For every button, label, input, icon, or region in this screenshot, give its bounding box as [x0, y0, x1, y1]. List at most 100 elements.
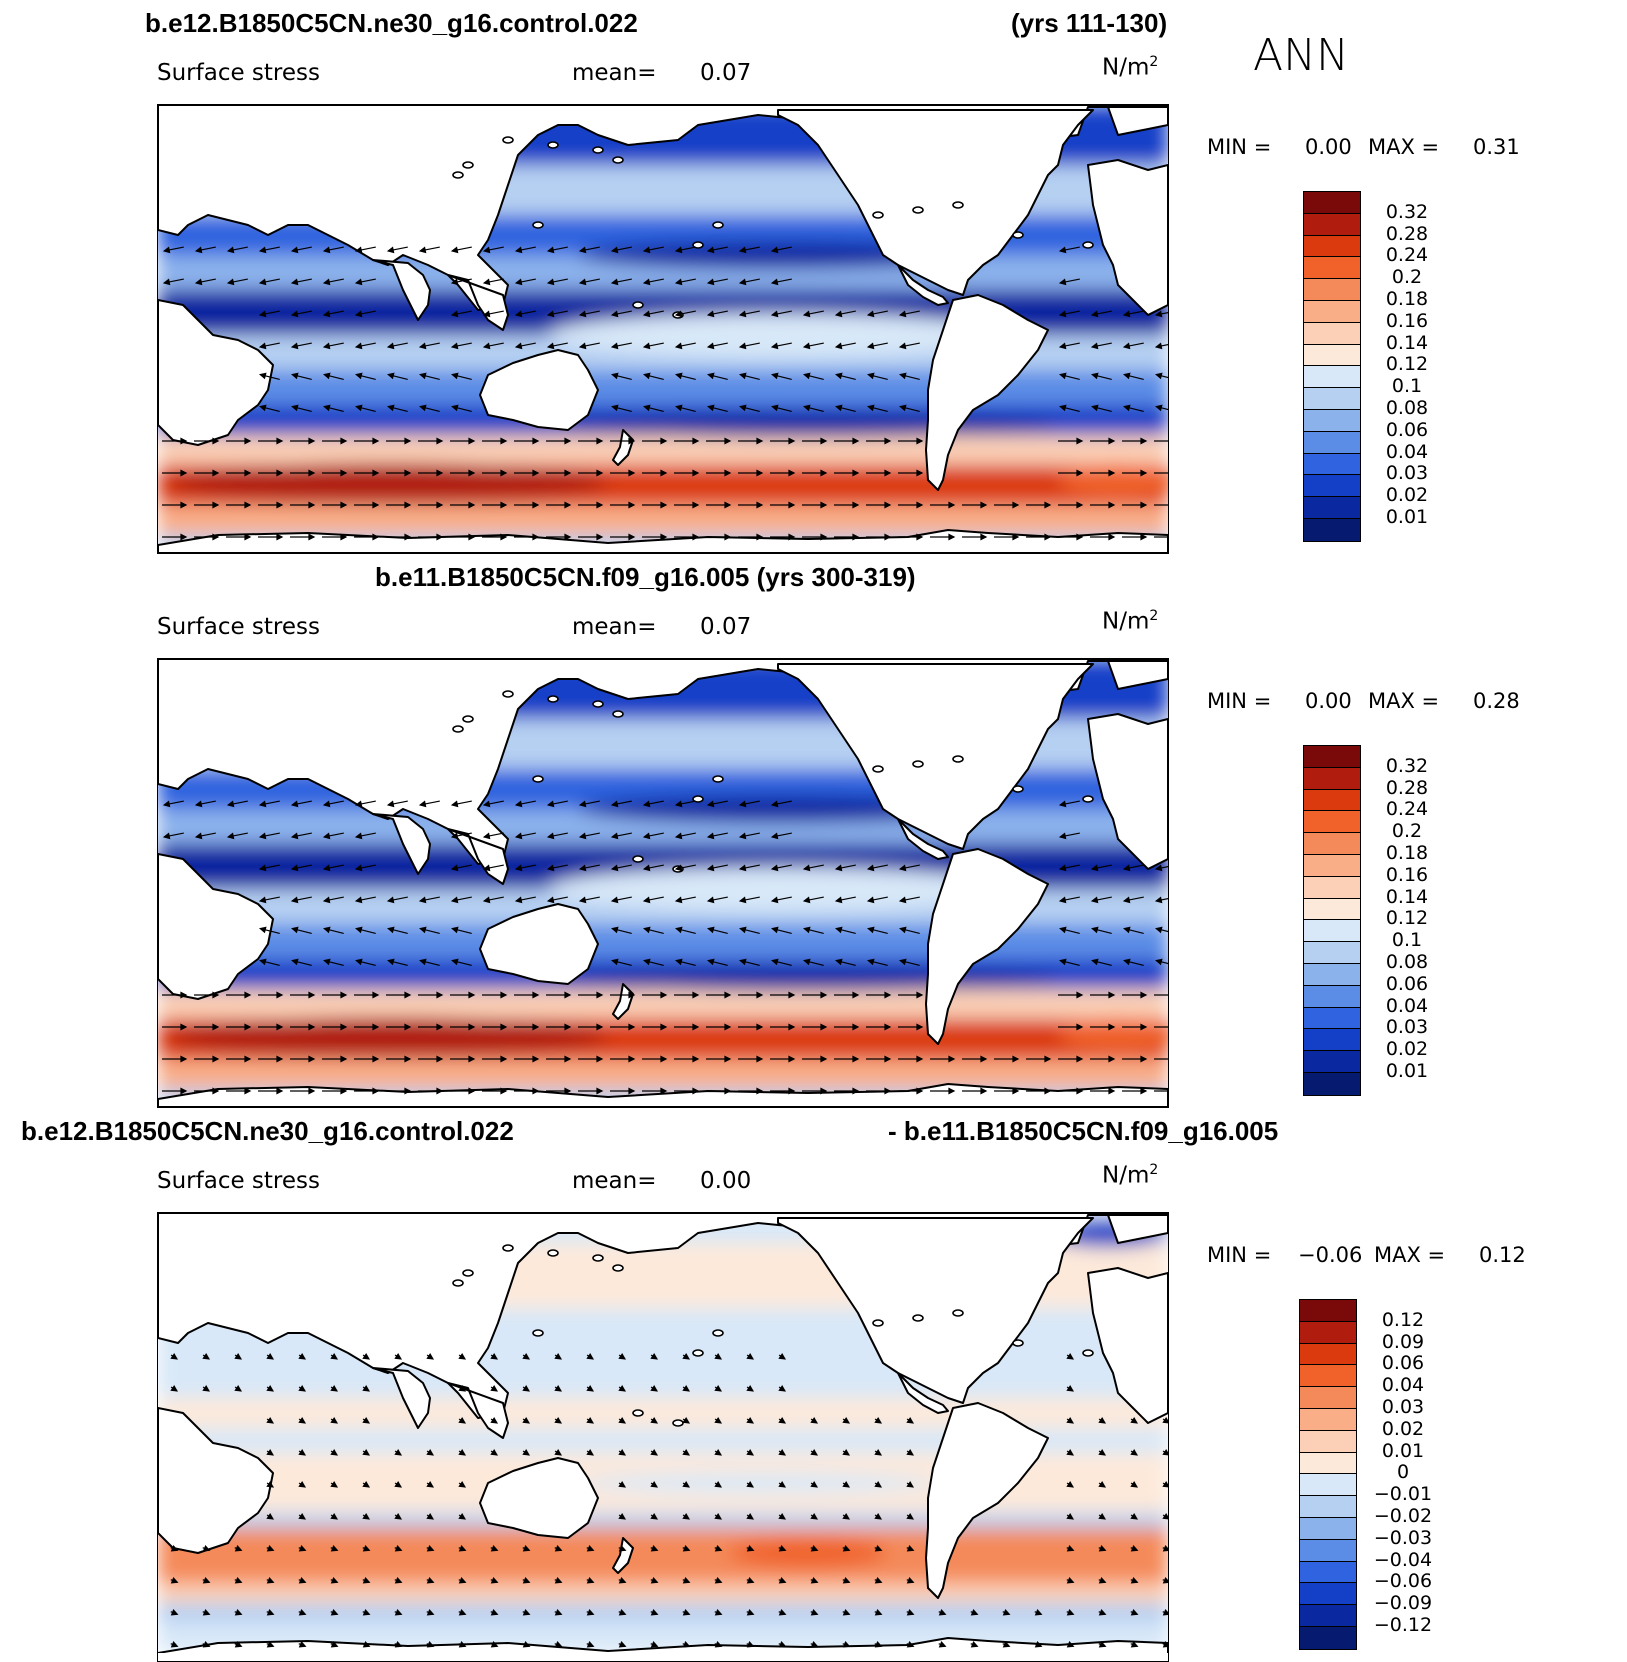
- wind-stress-arrowhead: [682, 1416, 691, 1424]
- wind-stress-arrowhead: [330, 1576, 339, 1584]
- colorbar-swatch: [1304, 453, 1360, 476]
- wind-stress-arrowhead: [244, 501, 252, 509]
- wind-stress-arrowhead: [756, 501, 764, 509]
- wind-stress-arrowhead: [202, 1352, 211, 1360]
- wind-stress-arrowhead: [322, 310, 331, 318]
- wind-stress-arrowhead: [362, 1384, 371, 1392]
- wind-stress-arrowhead: [490, 1608, 499, 1616]
- wind-stress-arrowhead: [1098, 1544, 1107, 1552]
- mean-value: 0.00: [700, 1168, 752, 1194]
- wind-stress-arrowhead: [610, 246, 619, 254]
- wind-stress-arrowhead: [842, 1608, 851, 1616]
- wind-stress-arrowhead: [834, 342, 843, 350]
- wind-stress-arrowhead: [618, 1608, 627, 1616]
- mean-label: mean=: [572, 60, 657, 86]
- wind-stress-arrowhead: [642, 958, 651, 966]
- landmass-greenlandEurope: [1107, 1214, 1168, 1244]
- wind-stress-arrowhead: [1122, 958, 1131, 966]
- mean-label: mean=: [572, 614, 657, 640]
- wind-stress-arrowhead: [578, 342, 587, 350]
- wind-stress-arrowhead: [276, 469, 284, 477]
- wind-stress-arrowhead: [162, 278, 171, 286]
- colorbar-label: −0.01: [1373, 1483, 1433, 1506]
- wind-stress-arrowhead: [340, 991, 348, 999]
- wind-stress-arrowhead: [1130, 1448, 1139, 1456]
- wind-stress-arrowhead: [362, 1608, 371, 1616]
- wind-stress-arrowhead: [746, 1384, 755, 1392]
- wind-stress-arrowhead: [938, 1640, 947, 1648]
- colorbar-swatch: [1300, 1365, 1356, 1388]
- wind-stress-arrowhead: [1044, 1055, 1052, 1063]
- wind-stress-arrowhead: [746, 1416, 755, 1424]
- landmass-seAsia: [447, 1382, 509, 1439]
- wind-stress-arrowhead: [354, 246, 363, 254]
- wind-stress-arrowhead: [1140, 1087, 1148, 1095]
- wind-stress-arrowhead: [1162, 1544, 1168, 1552]
- wind-stress-arrowhead: [450, 310, 459, 318]
- wind-stress-arrowhead: [276, 501, 284, 509]
- wind-stress-arrowhead: [706, 278, 715, 286]
- wind-stress-arrowhead: [618, 1352, 627, 1360]
- wind-stress-arrowhead: [290, 958, 299, 966]
- wind-stress-arrowhead: [802, 342, 811, 350]
- wind-stress-arrowhead: [778, 1384, 787, 1392]
- wind-stress-arrowhead: [458, 1544, 467, 1552]
- wind-stress-arrowhead: [322, 926, 331, 934]
- wind-stress-arrowhead: [650, 1480, 659, 1488]
- wind-stress-arrowhead: [610, 342, 619, 350]
- wind-stress-arrowhead: [866, 958, 875, 966]
- colorbar-swatch: [1300, 1496, 1356, 1518]
- colorbar-label: −0.06: [1373, 1570, 1433, 1593]
- wind-stress-arrowhead: [692, 1055, 700, 1063]
- wind-stress-arrowhead: [610, 864, 619, 872]
- wind-stress-arrowhead: [426, 1608, 435, 1616]
- wind-stress-arrowhead: [898, 404, 907, 412]
- wind-stress-arrowhead: [682, 1544, 691, 1552]
- wind-stress-arrowhead: [500, 991, 508, 999]
- wind-stress-arrowhead: [1162, 1512, 1168, 1520]
- wind-stress-arrowhead: [706, 832, 715, 840]
- wind-stress-arrowhead: [1122, 864, 1131, 872]
- wind-stress-arrowhead: [362, 1544, 371, 1552]
- wind-stress-arrowhead: [842, 1448, 851, 1456]
- wind-stress-arrowhead: [706, 896, 715, 904]
- wind-stress-arrowhead: [532, 469, 540, 477]
- mean-label: mean=: [572, 1168, 657, 1194]
- wind-stress-arrowhead: [834, 372, 843, 380]
- wind-stress-arrowhead: [706, 958, 715, 966]
- wind-stress-arrowhead: [564, 1087, 572, 1095]
- wind-stress-arrowhead: [386, 372, 395, 380]
- wind-stress-arrowhead: [866, 896, 875, 904]
- wind-stress-arrowhead: [500, 469, 508, 477]
- colorbar-swatch: [1300, 1300, 1356, 1322]
- wind-stress-arrowhead: [468, 1087, 476, 1095]
- wind-stress-arrowhead: [554, 1608, 563, 1616]
- wind-stress-arrowhead: [426, 1544, 435, 1552]
- wind-stress-arrowhead: [898, 896, 907, 904]
- wind-stress-arrowhead: [554, 1384, 563, 1392]
- wind-stress-arrowhead: [642, 896, 651, 904]
- wind-stress-arrowhead: [874, 1640, 883, 1648]
- wind-stress-arrowhead: [372, 1087, 380, 1095]
- wind-stress-arrowhead: [970, 1608, 979, 1616]
- wind-stress-arrowhead: [1130, 1640, 1139, 1648]
- wind-stress-arrowhead: [362, 1640, 371, 1648]
- wind-stress-arrowhead: [714, 1640, 723, 1648]
- wind-stress-arrowhead: [450, 926, 459, 934]
- wind-stress-arrowhead: [450, 372, 459, 380]
- colorbar-swatch: [1300, 1605, 1356, 1627]
- wind-stress-arrowhead: [610, 958, 619, 966]
- wind-stress-arrowhead: [810, 1640, 819, 1648]
- wind-stress-arrowhead: [298, 1608, 307, 1616]
- wind-stress-arrowhead: [404, 991, 412, 999]
- wind-stress-arrowhead: [1098, 1448, 1107, 1456]
- wind-stress-arrowhead: [916, 1055, 924, 1063]
- wind-stress-arrowhead: [1002, 1608, 1011, 1616]
- wind-stress-arrowhead: [258, 800, 267, 808]
- wind-stress-arrowhead: [372, 533, 380, 541]
- wind-stress-arrowhead: [1058, 958, 1067, 966]
- wind-stress-arrowhead: [1108, 1055, 1116, 1063]
- wind-stress-arrowhead: [436, 991, 444, 999]
- wind-stress-arrowhead: [532, 437, 540, 445]
- landmass-northAmerica: [777, 663, 1094, 850]
